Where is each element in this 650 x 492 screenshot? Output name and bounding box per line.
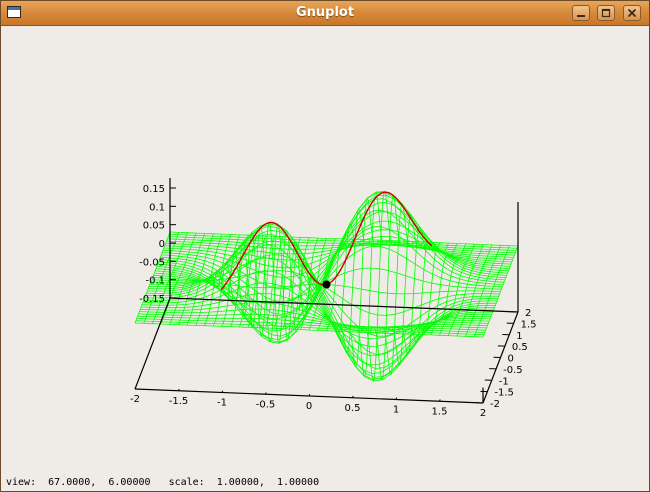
- surface-plot[interactable]: -2 -1.5 -1 -0.5 0 0.5 1 1.5 2-2-1.5-1-0.500.511.…: [2, 26, 650, 476]
- surface-mesh-line: [162, 229, 512, 278]
- x-tick-mark: [395, 397, 398, 400]
- window-title: Gnuplot: [295, 5, 355, 20]
- z-tick-label: -0.15: [139, 294, 165, 305]
- surface-mesh-line: [430, 243, 467, 336]
- z-tick-label: -0.05: [139, 257, 165, 268]
- x-tick-mark: [178, 388, 180, 391]
- plot-area[interactable]: -2 -1.5 -1 -0.5 0 0.5 1 1.5 2 -2 -1.5 -1 -0.5 0 0.5 1 1.…: [2, 26, 650, 492]
- x-tick-mark: [134, 387, 137, 390]
- y-tick-label: 2: [525, 308, 531, 319]
- x-tick-label: 1: [393, 405, 399, 416]
- x-tick-label: 1.5: [432, 406, 448, 417]
- view-label: view:: [6, 477, 37, 488]
- surface-mesh-line: [465, 245, 501, 337]
- y-tick-label: -1.5: [494, 388, 514, 399]
- minimize-button[interactable]: [572, 5, 590, 21]
- y-tick-label: 0.5: [512, 342, 528, 353]
- surface-mesh-line: [155, 226, 504, 332]
- x-tick-mark: [439, 399, 441, 402]
- z-tick-label: 0.1: [149, 202, 165, 213]
- surface-mesh-line: [165, 243, 514, 258]
- window-icon[interactable]: [7, 6, 21, 18]
- x-tick-label: -1: [217, 398, 227, 409]
- maximize-button[interactable]: [597, 5, 615, 21]
- surface-mesh-line: [456, 244, 493, 337]
- surface-mesh-line: [326, 222, 362, 337]
- marker-point: [322, 280, 331, 289]
- surface-mesh-line: [369, 194, 406, 381]
- surface-mesh-line: [473, 245, 510, 337]
- scale-values: 1.00000, 1.00000: [216, 477, 320, 488]
- x-tick-label: 2: [480, 408, 486, 419]
- surface-mesh-line: [164, 240, 513, 261]
- back-border-line: [169, 297, 519, 313]
- y-tick-label: 1.5: [521, 319, 537, 330]
- surface-mesh-line: [447, 244, 484, 336]
- close-button[interactable]: [623, 5, 641, 21]
- status-line: view: 67.0000, 6.00000 scale: 1.00000, 1…: [6, 477, 319, 488]
- surface-mesh-line: [334, 208, 371, 354]
- x-tick-mark: [308, 394, 311, 397]
- surface-mesh-line: [360, 190, 397, 383]
- x-tick-mark: [482, 401, 485, 404]
- maximize-icon: [601, 8, 611, 18]
- z-tick-label: -0.1: [145, 276, 165, 287]
- minimize-icon: [577, 15, 585, 17]
- y-tick-label: 0: [508, 354, 514, 365]
- z-tick-label: 0: [159, 239, 165, 250]
- surface-mesh-line: [439, 244, 475, 336]
- y-tick-label: 1: [516, 331, 522, 342]
- surface-mesh-line: [169, 231, 519, 247]
- y-tick-label: -2: [490, 399, 500, 410]
- surface-mesh-line: [352, 191, 388, 378]
- x-tick-label: -1.5: [169, 396, 189, 407]
- surface-mesh-line: [343, 197, 380, 369]
- view-values: 67.0000, 6.00000: [48, 477, 151, 488]
- x-tick-mark: [221, 390, 224, 393]
- x-tick-label: -0.5: [256, 399, 276, 410]
- y-tick-label: -1: [499, 376, 509, 387]
- surface-mesh-line: [413, 242, 449, 335]
- x-tick-mark: [265, 392, 267, 395]
- z-tick-label: 0.05: [143, 221, 165, 232]
- x-tick-label: -2: [130, 394, 140, 405]
- surface-mesh-line: [166, 240, 515, 256]
- x-tick-label: 0.5: [345, 403, 361, 414]
- surface-mesh-line: [169, 233, 518, 249]
- x-tick-label: 0: [306, 401, 312, 412]
- surface-mesh-line: [155, 209, 505, 340]
- x-tick-mark: [352, 395, 354, 398]
- surface-mesh-line: [163, 236, 512, 269]
- z-tick-label: 0.15: [143, 184, 165, 195]
- y-tick-label: -0.5: [503, 365, 523, 376]
- surface-mesh-line: [168, 236, 517, 251]
- surface-mesh-line: [157, 191, 506, 343]
- surface-mesh-line: [167, 238, 516, 254]
- surface-mesh-line: [156, 198, 505, 344]
- surface-mesh-line: [404, 237, 441, 344]
- close-icon: [627, 8, 637, 18]
- title-bar[interactable]: Gnuplot: [1, 1, 649, 26]
- surface-mesh-line: [482, 245, 519, 338]
- left-border-line: [134, 297, 171, 390]
- scale-label: scale:: [168, 477, 205, 488]
